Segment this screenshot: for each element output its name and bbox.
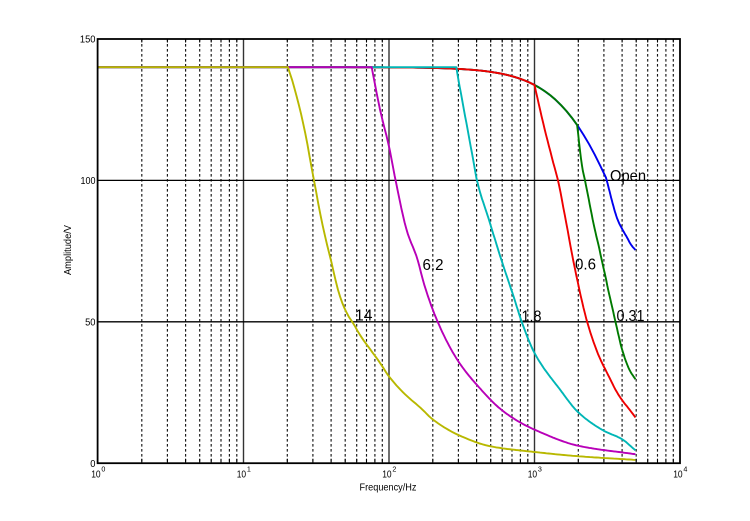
svg-text:14: 14 (355, 308, 373, 325)
svg-text:0: 0 (101, 465, 105, 474)
svg-text:1.8: 1.8 (522, 309, 542, 326)
svg-text:3: 3 (538, 465, 542, 474)
svg-text:2: 2 (392, 465, 396, 474)
svg-text:Frequency/Hz: Frequency/Hz (360, 482, 417, 494)
svg-text:10: 10 (91, 469, 101, 481)
svg-text:50: 50 (85, 317, 96, 329)
svg-text:0.31: 0.31 (617, 308, 645, 325)
svg-text:10: 10 (528, 469, 538, 481)
svg-text:100: 100 (81, 175, 96, 187)
svg-text:0: 0 (90, 458, 95, 470)
svg-text:0.6: 0.6 (575, 257, 596, 274)
svg-text:1: 1 (247, 465, 251, 474)
svg-text:10: 10 (382, 469, 392, 481)
svg-text:Amplitude/V: Amplitude/V (62, 225, 74, 275)
svg-text:150: 150 (80, 34, 96, 46)
svg-text:4: 4 (683, 465, 687, 474)
svg-text:Open: Open (610, 168, 646, 185)
svg-text:6.2: 6.2 (423, 257, 444, 274)
svg-text:10: 10 (673, 469, 683, 481)
svg-text:10: 10 (237, 469, 247, 481)
